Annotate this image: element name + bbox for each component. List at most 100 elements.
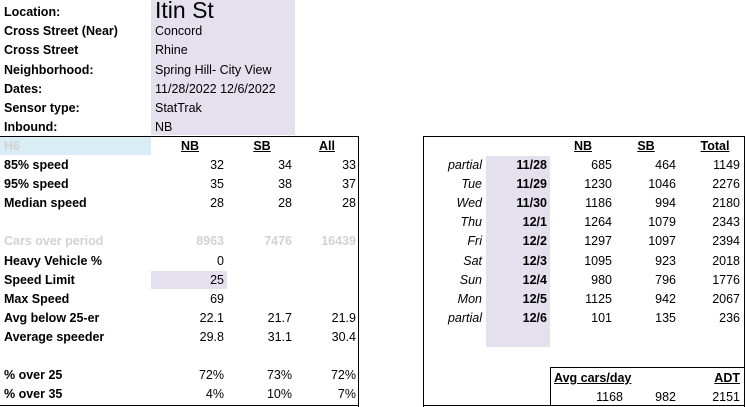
- daily-row-total: 1149: [713, 158, 740, 172]
- daily-row-nb: 685: [591, 158, 612, 172]
- speed-row-sb: [232, 213, 292, 232]
- speed-row-all: [296, 290, 356, 309]
- daily-row-day: Fri: [467, 234, 482, 248]
- daily-row-day: Mon: [457, 292, 482, 306]
- speed-row-label: Median speed: [4, 196, 87, 210]
- dates-value: 11/28/2022 12/6/2022: [155, 82, 276, 96]
- speed-row-nb: 69: [210, 292, 224, 306]
- daily-row-date: 12/1: [522, 215, 547, 229]
- daily-row-sb: 1097: [648, 234, 676, 248]
- avg-nb-value: 1168: [596, 390, 623, 404]
- daily-table-border-right: [744, 136, 745, 407]
- summary-box-left: [550, 367, 551, 406]
- daily-row-sb: 942: [655, 292, 676, 306]
- speed-limit-shading: [151, 271, 227, 289]
- id-cell-shading: [0, 137, 151, 155]
- speed-row-nb: 28: [210, 196, 224, 210]
- speed-row-nb: [164, 213, 224, 232]
- sensor-type-label: Sensor type:: [4, 101, 80, 115]
- speed-row-sb: [232, 271, 292, 290]
- daily-column-header-nb: NB: [573, 139, 593, 153]
- daily-row-nb: 1264: [584, 215, 612, 229]
- speed-row-label: % over 35: [4, 387, 63, 401]
- daily-row-total: 2180: [712, 196, 740, 210]
- adt-value: 2151: [712, 390, 740, 404]
- speed-row-sb: 10%: [266, 387, 292, 401]
- speed-row-nb: 22.1: [199, 311, 224, 325]
- daily-row-day: Sat: [463, 254, 482, 268]
- daily-row-date: 11/29: [516, 177, 547, 191]
- speed-row-all: 72%: [330, 368, 356, 382]
- daily-row-sb: 464: [655, 158, 676, 172]
- speed-row-nb: 25: [210, 273, 224, 287]
- dates-label: Dates:: [4, 82, 43, 96]
- daily-row-date: 11/28: [516, 158, 547, 172]
- cross-street-near-value: Concord: [155, 24, 203, 38]
- daily-row-total: 1776: [712, 273, 740, 287]
- speed-row-label: 85% speed: [4, 158, 69, 172]
- speed-row-all: 37: [342, 177, 356, 191]
- speed-row-label: % over 25: [4, 368, 63, 382]
- speed-row-sb: 31.1: [267, 330, 292, 344]
- daily-row-total: 2067: [712, 292, 740, 306]
- inbound-label: Inbound:: [4, 120, 58, 134]
- speed-row-all: [296, 213, 356, 232]
- daily-row-nb: 1230: [584, 177, 612, 191]
- speed-row-all: 21.9: [331, 311, 356, 325]
- speed-row-sb: 28: [278, 196, 292, 210]
- daily-row-date: 12/3: [522, 254, 547, 268]
- daily-row-nb: 1125: [585, 292, 612, 306]
- speed-row-all: 7%: [337, 387, 356, 401]
- location-label: Location:: [4, 5, 61, 19]
- daily-row-nb: 1186: [585, 196, 612, 210]
- speed-row-label: Average speeder: [4, 330, 105, 344]
- speed-row-sb: 34: [278, 158, 292, 172]
- neighborhood-label: Neighborhood:: [4, 63, 94, 77]
- speed-row-sb: [232, 290, 292, 309]
- daily-row-day: Tue: [461, 177, 482, 191]
- column-header-sb: SB: [253, 139, 271, 153]
- speed-table-border-bottom: [0, 405, 359, 406]
- daily-row-date: 12/4: [522, 273, 547, 287]
- speed-row-sb: 7476: [264, 234, 292, 248]
- daily-row-sb: 135: [655, 311, 676, 325]
- column-header-all: All: [319, 139, 335, 153]
- cross-street-near-label: Cross Street (Near): [4, 24, 118, 38]
- daily-row-total: 2343: [712, 215, 740, 229]
- avg-cars-per-day-label: Avg cars/day: [554, 371, 632, 385]
- daily-row-day: Thu: [460, 215, 482, 229]
- sensor-type-value: StatTrak: [155, 101, 202, 115]
- cross-street-value: Rhine: [155, 43, 188, 57]
- speed-row-nb: 8963: [196, 234, 224, 248]
- daily-row-sb: 1079: [648, 215, 676, 229]
- speed-row-nb: [164, 347, 224, 366]
- speed-row-nb: 72%: [198, 368, 224, 382]
- location-value: Itin St: [155, 0, 214, 23]
- speed-row-sb: 38: [278, 177, 292, 191]
- daily-table-border-left: [423, 136, 424, 407]
- speed-row-sb: 21.7: [267, 311, 292, 325]
- daily-row-nb: 980: [591, 273, 612, 287]
- column-header-nb: NB: [180, 139, 200, 153]
- inbound-value: NB: [155, 120, 173, 134]
- daily-row-sb: 994: [655, 196, 676, 210]
- speed-row-label: Avg below 25-er: [4, 311, 100, 325]
- daily-column-header-sb: SB: [637, 139, 655, 153]
- speed-row-all: 28: [342, 196, 356, 210]
- speed-row-all: [296, 271, 356, 290]
- daily-row-date: 12/2: [522, 234, 547, 248]
- speed-row-nb: 4%: [205, 387, 224, 401]
- daily-row-total: 2018: [712, 254, 740, 268]
- speed-table-border-top: [0, 136, 359, 137]
- speed-row-sb: [232, 252, 292, 271]
- speed-row-nb: 32: [210, 158, 224, 172]
- daily-row-total: 2394: [712, 234, 740, 248]
- daily-row-date: 12/5: [522, 292, 547, 306]
- speed-row-all: 33: [342, 158, 356, 172]
- speed-table-border-right: [358, 136, 359, 407]
- daily-row-sb: 923: [655, 254, 676, 268]
- speed-row-label: Heavy Vehicle %: [4, 254, 102, 268]
- speed-row-label: Cars over period: [4, 234, 104, 248]
- speed-row-nb: 0: [217, 254, 224, 268]
- header-value-shading: [151, 0, 295, 135]
